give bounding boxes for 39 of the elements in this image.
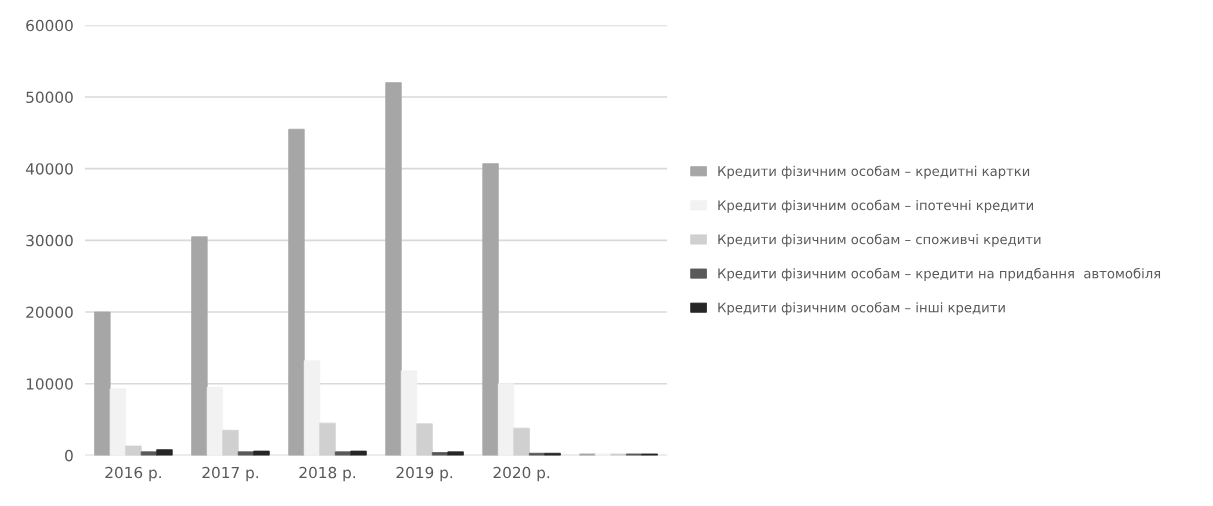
x-tick-label: 2020 р. [493, 466, 550, 482]
bar [140, 451, 158, 456]
bar [237, 451, 255, 456]
legend-label: Кредити фізичним особам – кредити на придбання автомобіля [718, 267, 1161, 281]
bar [191, 236, 208, 456]
y-tick-label: 60000 [26, 19, 73, 32]
bar [482, 163, 499, 456]
bar [513, 427, 530, 456]
bar [222, 429, 239, 456]
bar [400, 370, 418, 456]
bar [447, 451, 464, 456]
x-tick-label: 2016 р. [105, 466, 161, 482]
x-tick-label: 2019 р. [396, 466, 453, 482]
y-tick-label: 50000 [26, 91, 73, 103]
bar [303, 360, 321, 456]
bar [206, 386, 224, 456]
bar [156, 449, 173, 456]
legend-label: Кредити фізичним особам – іпотечні кредити [718, 199, 1033, 213]
y-tick-label: 0 [65, 449, 73, 462]
bar [334, 451, 352, 456]
bar [288, 128, 305, 456]
bar [319, 422, 336, 456]
bar [94, 311, 111, 456]
y-tick-label: 10000 [26, 378, 73, 390]
x-tick-label: 2017 р. [202, 466, 258, 482]
y-tick-label: 40000 [25, 163, 73, 175]
bar [416, 423, 433, 456]
legend-label: Кредити фізичним особам – споживчі кредити [718, 233, 1041, 247]
bar [385, 82, 402, 456]
x-tick-label: 2018 р. [299, 466, 356, 482]
bar [497, 383, 515, 456]
bar [350, 450, 367, 456]
legend-label: Кредити фізичним особам – інші кредити [718, 302, 1005, 316]
bar [125, 445, 142, 456]
bar [253, 450, 270, 456]
bar [109, 388, 127, 456]
y-tick-label: 30000 [26, 234, 73, 247]
legend-label: Кредити фізичним особам – кредитні картки [718, 165, 1030, 179]
y-tick-label: 20000 [26, 306, 73, 319]
